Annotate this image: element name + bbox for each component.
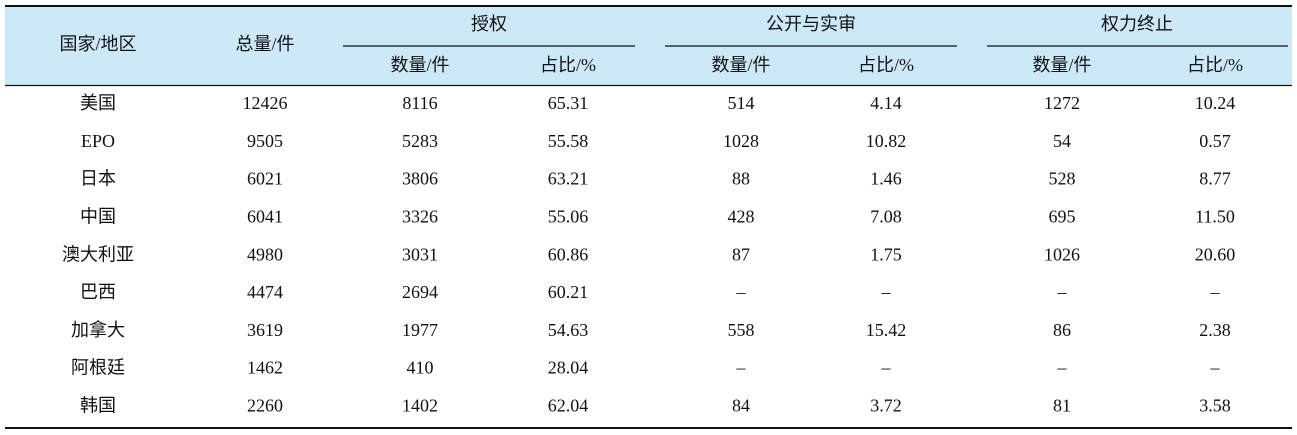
group-header: 权力终止 (1101, 14, 1173, 34)
cell: 87 (732, 244, 750, 264)
cell: 7.08 (870, 207, 902, 227)
cell: 3.72 (870, 396, 902, 416)
cell: 10.82 (866, 131, 907, 151)
cell: 428 (728, 207, 755, 227)
group-header: 公开与实审 (766, 14, 856, 34)
cell: 62.04 (548, 396, 589, 416)
cell: 1028 (723, 131, 759, 151)
cell: 2260 (247, 396, 283, 416)
row-label: 美国 (80, 93, 116, 113)
cell: – (881, 282, 892, 302)
cell: 88 (732, 169, 750, 189)
row-label: 加拿大 (71, 319, 125, 340)
row-label: 中国 (80, 207, 116, 227)
cell: 4474 (247, 282, 283, 302)
cell: 3031 (402, 244, 438, 264)
cell: – (736, 282, 747, 302)
cell: 20.60 (1195, 244, 1236, 264)
sub-header: 占比/% (1187, 55, 1243, 75)
cell: 65.31 (548, 93, 589, 113)
cell: 8116 (402, 93, 437, 113)
row-label: 韩国 (80, 396, 116, 416)
cell: 84 (732, 396, 750, 416)
group-header: 授权 (471, 14, 507, 34)
cell: 2.38 (1199, 320, 1231, 340)
row-label: EPO (81, 131, 115, 151)
cell: – (1210, 358, 1221, 378)
sub-header: 数量/件 (711, 55, 770, 75)
sub-header: 占比/% (540, 55, 596, 75)
cell: 695 (1049, 207, 1076, 227)
cell: – (1057, 358, 1068, 378)
sub-header: 数量/件 (390, 55, 449, 75)
cell: 4980 (247, 244, 283, 264)
cell: – (1210, 282, 1221, 302)
cell: 15.42 (866, 320, 907, 340)
cell: – (1057, 282, 1068, 302)
cell: 11.50 (1195, 207, 1235, 227)
cell: 514 (728, 93, 755, 113)
cell: 5283 (402, 131, 438, 151)
cell: 1026 (1044, 244, 1080, 264)
cell: 86 (1053, 320, 1071, 340)
cell: 54 (1053, 131, 1071, 151)
cell: 3619 (247, 320, 283, 340)
cell: 1272 (1044, 93, 1080, 113)
cell: 410 (407, 358, 434, 378)
cell: 1977 (402, 320, 438, 340)
cell: 60.21 (548, 282, 589, 302)
cell: 12426 (243, 93, 288, 113)
cell: 3.58 (1199, 396, 1231, 416)
sub-header: 数量/件 (1032, 55, 1091, 75)
cell: 28.04 (548, 358, 589, 378)
row-label: 澳大利亚 (62, 244, 134, 264)
cell: 8.77 (1199, 169, 1231, 189)
cell: – (881, 358, 892, 378)
cell: – (736, 358, 747, 378)
cell: 6041 (247, 207, 283, 227)
cell: 1.46 (870, 169, 902, 189)
cell: 0.57 (1199, 131, 1231, 151)
header-cell: 国家/地区 (59, 34, 136, 54)
cell: 1462 (247, 358, 283, 378)
cell: 9505 (247, 131, 283, 151)
cell: 558 (728, 320, 755, 340)
cell: 4.14 (870, 93, 902, 113)
cell: 60.86 (548, 244, 589, 264)
cell: 1.75 (870, 244, 902, 264)
cell: 1402 (402, 396, 438, 416)
sub-header: 占比/% (858, 55, 914, 75)
cell: 10.24 (1195, 93, 1236, 113)
row-label: 日本 (80, 169, 116, 189)
header-cell: 总量/件 (235, 34, 294, 54)
cell: 55.58 (548, 131, 589, 151)
cell: 81 (1053, 396, 1071, 416)
cell: 2694 (402, 282, 438, 302)
cell: 6021 (247, 169, 283, 189)
cell: 55.06 (548, 207, 589, 227)
cell: 3326 (402, 207, 438, 227)
cell: 528 (1049, 169, 1076, 189)
cell: 3806 (402, 169, 438, 189)
row-label: 阿根廷 (71, 358, 125, 378)
row-label: 巴西 (80, 282, 116, 302)
cell: 63.21 (548, 169, 589, 189)
cell: 54.63 (548, 320, 589, 340)
